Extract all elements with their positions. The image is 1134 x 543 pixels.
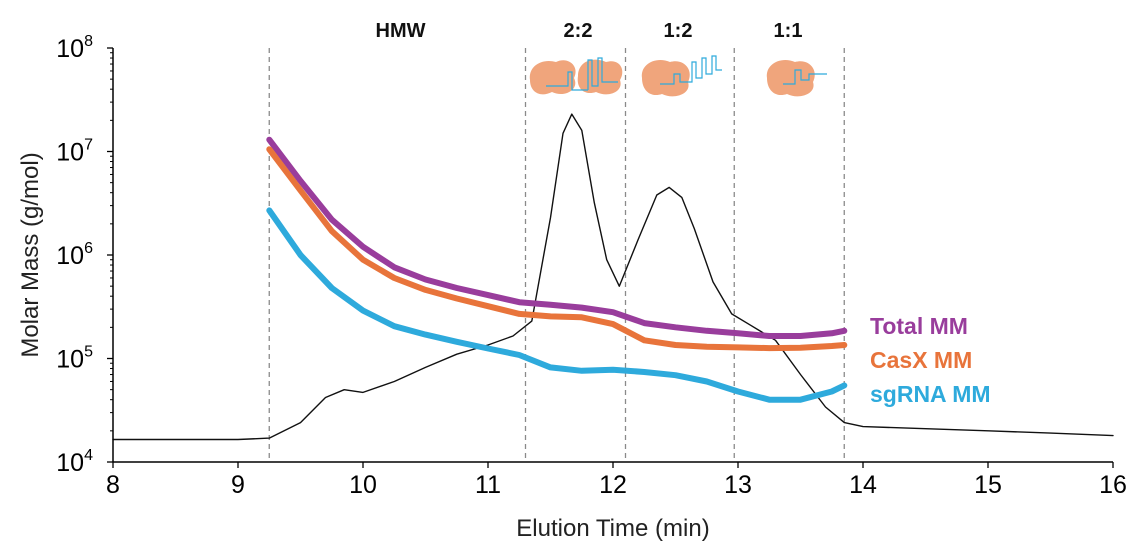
y-tick-label: 104 <box>56 447 93 477</box>
series-lines <box>112 113 1114 441</box>
x-tick-label: 14 <box>849 471 877 499</box>
x-tick-label: 11 <box>475 471 501 499</box>
y-tick-label: 106 <box>56 240 93 270</box>
region-labels: HMW 2:2 1:2 1:1 <box>376 20 803 42</box>
legend: Total MM CasX MM sgRNA MM <box>870 313 991 407</box>
series-line-sgrna-mm <box>266 207 848 403</box>
x-tick-label: 9 <box>231 471 245 499</box>
y-axis-ticks: 104 105 106 107 108 <box>56 33 113 477</box>
region-label: 1:1 <box>774 20 803 42</box>
x-tick-label: 13 <box>724 471 752 499</box>
y-tick-label: 108 <box>56 33 93 63</box>
x-tick-label: 15 <box>974 471 1002 499</box>
region-label: 2:2 <box>564 20 593 42</box>
complex-2-2-icon <box>529 57 623 95</box>
y-tick-label: 107 <box>56 137 93 167</box>
complex-1-1-icon <box>766 59 827 97</box>
x-tick-label: 10 <box>349 471 377 499</box>
y-axis-title: Molar Mass (g/mol) <box>17 152 44 357</box>
y-tick-label: 105 <box>56 344 93 374</box>
x-axis-ticks: 8 9 10 11 12 13 14 15 16 <box>106 462 1127 499</box>
legend-entry: sgRNA MM <box>870 381 991 407</box>
elution-trace-line <box>112 113 1114 441</box>
x-tick-label: 16 <box>1099 471 1127 499</box>
region-label: 1:2 <box>664 20 693 42</box>
complex-cartoons <box>529 55 827 97</box>
x-tick-label: 12 <box>599 471 627 499</box>
x-tick-label: 8 <box>106 471 120 499</box>
complex-1-2-icon <box>641 55 722 97</box>
legend-entry: Total MM <box>870 313 968 339</box>
region-label: HMW <box>376 20 426 42</box>
series-line-total-mm <box>266 136 848 339</box>
series-line-casx-mm <box>266 146 848 352</box>
legend-entry: CasX MM <box>870 347 972 373</box>
x-axis-title: Elution Time (min) <box>516 515 709 542</box>
